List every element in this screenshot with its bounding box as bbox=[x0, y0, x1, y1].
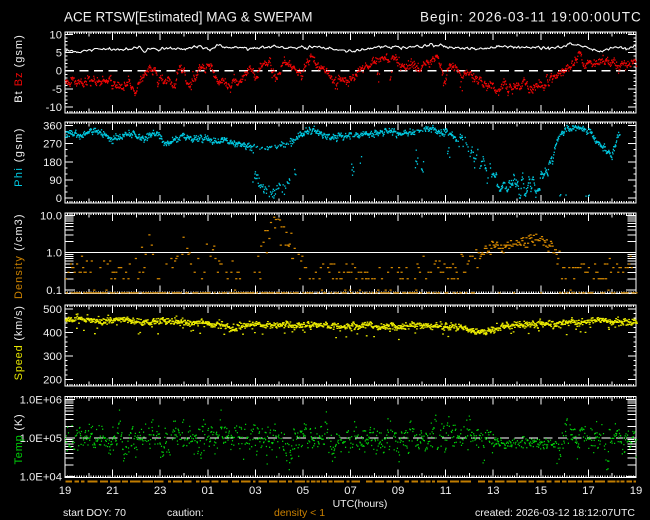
svg-text:300: 300 bbox=[43, 351, 62, 363]
svg-text:400: 400 bbox=[43, 327, 62, 339]
svg-text:270: 270 bbox=[43, 139, 62, 151]
svg-text:17: 17 bbox=[582, 485, 595, 497]
svg-text:11: 11 bbox=[440, 485, 452, 497]
svg-text:10: 10 bbox=[49, 29, 62, 41]
svg-text:-5: -5 bbox=[52, 84, 62, 96]
svg-text:15: 15 bbox=[535, 485, 548, 497]
svg-text:01: 01 bbox=[201, 485, 214, 497]
svg-text:19: 19 bbox=[59, 485, 72, 497]
svg-text:90: 90 bbox=[49, 175, 62, 187]
svg-text:10.0: 10.0 bbox=[40, 210, 62, 222]
svg-text:start DOY: 70: start DOY: 70 bbox=[63, 507, 126, 519]
svg-text:200: 200 bbox=[43, 375, 62, 387]
svg-text:180: 180 bbox=[43, 157, 62, 169]
svg-text:caution:: caution: bbox=[167, 507, 204, 519]
svg-text:Begin: 2026-03-11 19:00:00UTC: Begin: 2026-03-11 19:00:00UTC bbox=[420, 10, 642, 25]
svg-text:1.0E+06: 1.0E+06 bbox=[20, 394, 62, 406]
svg-text:Bt Bz (gsm): Bt Bz (gsm) bbox=[13, 34, 25, 102]
svg-text:07: 07 bbox=[344, 485, 357, 497]
svg-text:21: 21 bbox=[106, 485, 119, 497]
svg-text:5: 5 bbox=[56, 48, 62, 60]
svg-text:created: 2026-03-12 18:12:07UT: created: 2026-03-12 18:12:07UTC bbox=[475, 507, 635, 519]
svg-text:1.0: 1.0 bbox=[46, 248, 62, 260]
svg-text:Temp (K): Temp (K) bbox=[13, 413, 25, 464]
svg-text:23: 23 bbox=[154, 485, 167, 497]
svg-text:360: 360 bbox=[43, 121, 62, 133]
svg-text:05: 05 bbox=[297, 485, 310, 497]
svg-text:density < 1: density < 1 bbox=[274, 507, 325, 519]
svg-text:500: 500 bbox=[43, 304, 62, 316]
svg-text:1.0E+05: 1.0E+05 bbox=[20, 433, 62, 445]
svg-text:19: 19 bbox=[630, 485, 643, 497]
svg-text:UTC(hours): UTC(hours) bbox=[333, 498, 388, 510]
svg-text:ACE RTSW[Estimated] MAG & SWEP: ACE RTSW[Estimated] MAG & SWEPAM bbox=[64, 10, 313, 25]
svg-text:03: 03 bbox=[249, 485, 262, 497]
svg-text:Density (/cm3): Density (/cm3) bbox=[13, 213, 25, 299]
svg-text:13: 13 bbox=[487, 485, 500, 497]
svg-text:Speed (km/s): Speed (km/s) bbox=[13, 305, 25, 380]
svg-text:09: 09 bbox=[392, 485, 405, 497]
svg-text:0: 0 bbox=[56, 66, 62, 78]
svg-text:1.0E+04: 1.0E+04 bbox=[20, 472, 62, 484]
svg-text:0.1: 0.1 bbox=[46, 285, 62, 297]
svg-text:-10: -10 bbox=[46, 102, 62, 114]
svg-text:0: 0 bbox=[56, 193, 62, 205]
svg-text:Phi (gsm): Phi (gsm) bbox=[13, 127, 25, 187]
